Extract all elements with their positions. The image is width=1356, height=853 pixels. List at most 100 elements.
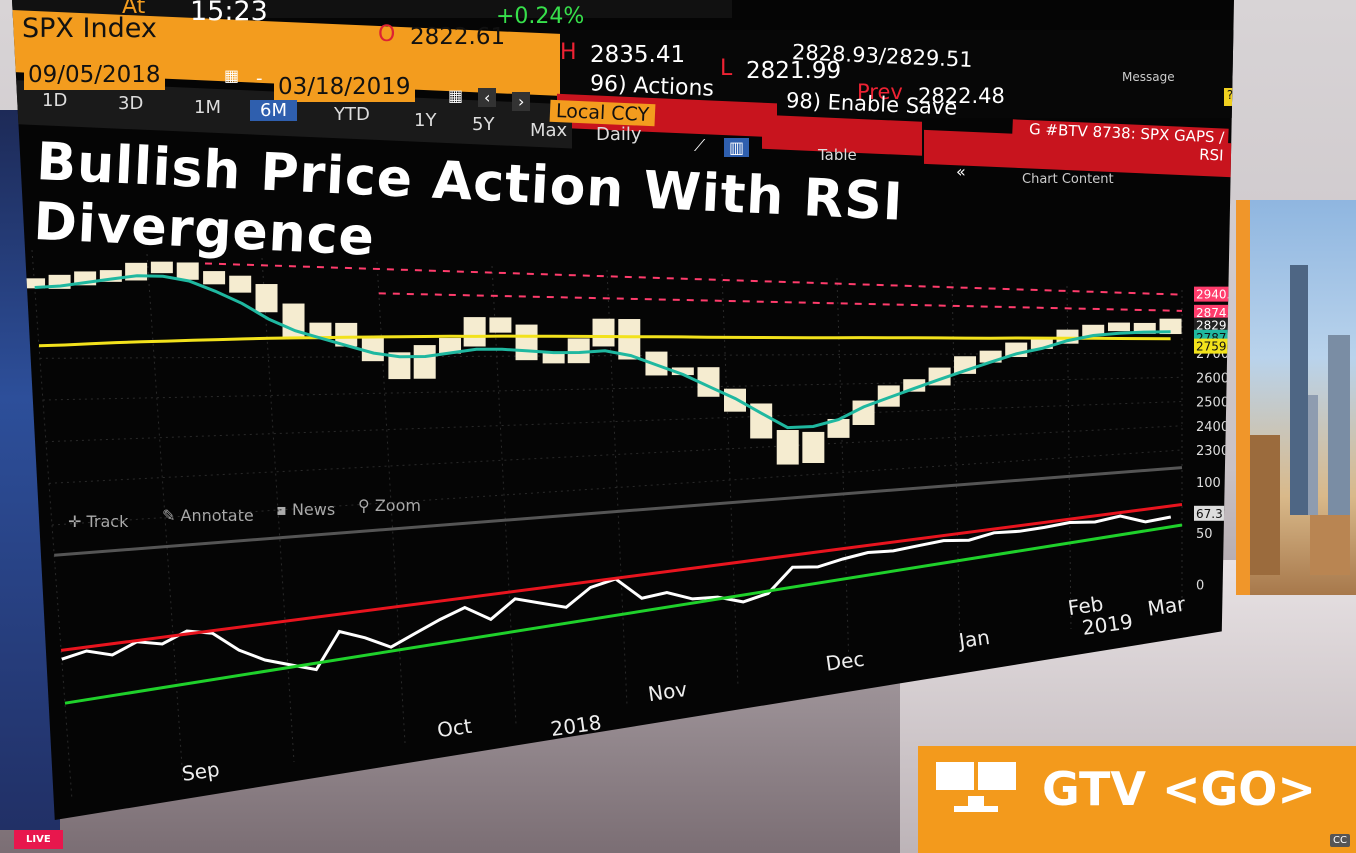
open-label: O <box>378 22 396 47</box>
gridline-vertical <box>261 257 295 763</box>
change-percent: +0.24% <box>496 4 585 29</box>
x-axis-label: Oct <box>436 714 474 743</box>
price-bar <box>388 352 411 380</box>
closed-captions-icon[interactable]: CC <box>1330 834 1350 847</box>
calendar-icon[interactable]: ▦ <box>448 86 464 105</box>
chart-content-button[interactable]: Chart Content <box>1022 172 1114 187</box>
zoom-tool[interactable]: ⚲ Zoom <box>358 496 421 515</box>
price-bar <box>802 431 825 464</box>
price-bar <box>99 270 122 282</box>
price-bar <box>439 338 462 354</box>
teal-moving-average-line <box>34 274 1171 430</box>
price-bar <box>255 284 278 313</box>
start-date-field[interactable]: 09/05/2018 <box>24 60 165 90</box>
chevron-right-icon[interactable]: › <box>512 92 531 111</box>
price-bar <box>592 318 615 347</box>
gridline-vertical <box>146 253 184 782</box>
panel-separator <box>54 466 1183 557</box>
annotate-tool[interactable]: ✎ Annotate <box>162 506 254 525</box>
price-bar <box>542 351 565 364</box>
rsi-tick-label: 50 <box>1196 527 1213 542</box>
date-separator: - <box>256 68 263 89</box>
at-label: At <box>122 0 146 19</box>
gridline-horizontal <box>48 425 1183 484</box>
price-label: 2759.49 <box>1196 340 1234 354</box>
price-label-box <box>1194 304 1234 320</box>
price-bar <box>282 303 305 340</box>
price-bar <box>1159 318 1182 335</box>
range-1d[interactable]: 1D <box>42 90 68 111</box>
price-bar <box>1133 322 1156 334</box>
line-chart-icon[interactable]: ⟋ <box>694 136 706 155</box>
chevron-left-icon[interactable]: ‹ <box>478 88 497 107</box>
price-bar <box>750 403 773 439</box>
bar-chart-icon[interactable]: ▥ <box>724 138 750 157</box>
end-date-field[interactable]: 03/18/2019 <box>274 72 415 102</box>
price-bar <box>1107 322 1130 332</box>
rsi-lower-trendline <box>64 523 1183 705</box>
price-tick-label: 2400 <box>1196 420 1229 435</box>
price-label-box <box>1194 338 1234 354</box>
gridline-vertical <box>721 273 739 687</box>
gridline-vertical <box>31 249 73 801</box>
price-bar <box>229 275 252 293</box>
gridline-vertical <box>376 261 406 744</box>
city-skyline-panel <box>1236 200 1356 595</box>
price-bar <box>176 262 199 280</box>
gridline-vertical <box>836 277 850 668</box>
x-axis-label: Dec <box>824 647 866 676</box>
price-tick-label: 2600 <box>1196 371 1229 386</box>
price-bar <box>1030 337 1053 349</box>
range-max[interactable]: Max <box>530 120 568 141</box>
price-bar <box>903 379 926 392</box>
x-axis-label: Mar <box>1146 592 1187 621</box>
ticker-title[interactable]: SPX Index <box>22 13 157 44</box>
gap-line <box>378 292 1183 312</box>
frequency-select[interactable]: Daily <box>596 124 642 145</box>
gtv-banner[interactable]: GTV <GO> <box>918 746 1356 853</box>
monitor-icon <box>936 762 1016 812</box>
range-ytd[interactable]: YTD <box>334 104 370 125</box>
last-update-time: 15:23 <box>190 0 268 27</box>
price-bar <box>463 317 486 347</box>
price-label-box <box>1194 317 1234 333</box>
calendar-icon[interactable]: ▦ <box>224 66 240 85</box>
price-bar <box>827 418 850 438</box>
x-axis-label: Jan <box>955 625 991 653</box>
range-6m[interactable]: 6M <box>250 100 297 121</box>
price-tick-label: 2300 <box>1196 444 1229 459</box>
news-tool-label: News <box>291 500 336 519</box>
yellow-moving-average-line <box>38 334 1171 348</box>
range-5y[interactable]: 5Y <box>472 114 495 135</box>
help-icon[interactable]: ? <box>1224 88 1234 106</box>
range-3d[interactable]: 3D <box>118 93 144 114</box>
price-bar <box>618 319 641 360</box>
range-1m[interactable]: 1M <box>194 97 221 118</box>
rsi-line <box>61 514 1172 672</box>
price-bar <box>776 430 799 465</box>
price-label: 2829.25 <box>1196 319 1234 333</box>
prev-label: Prev <box>857 80 903 104</box>
chevron-double-left-icon[interactable]: « <box>956 162 966 181</box>
price-label: 2874.00 <box>1196 306 1234 320</box>
price-bar <box>852 400 875 425</box>
gridline-horizontal <box>51 449 1183 526</box>
price-label: 2940.91 <box>1196 288 1234 302</box>
low-label: L <box>720 56 733 81</box>
message-label[interactable]: Message <box>1122 70 1175 84</box>
x-axis-label: Nov <box>647 677 689 706</box>
price-bar <box>671 367 694 376</box>
annotate-tool-label: Annotate <box>180 506 254 525</box>
range-1y[interactable]: 1Y <box>414 110 437 131</box>
price-bar <box>361 337 384 362</box>
price-bar <box>335 322 358 347</box>
table-button[interactable]: Table <box>818 146 857 164</box>
high-value: 2835.41 <box>590 42 686 68</box>
rsi-tick-label: 100 <box>1196 476 1221 491</box>
price-bar <box>724 388 747 412</box>
price-bar <box>413 345 436 379</box>
gridline-horizontal <box>39 352 1183 359</box>
bloomberg-terminal: At 15:23 +0.24% SPX Index O 2822.61 H 28… <box>12 0 1234 820</box>
gridline-horizontal <box>42 376 1183 401</box>
price-bar <box>489 317 512 333</box>
